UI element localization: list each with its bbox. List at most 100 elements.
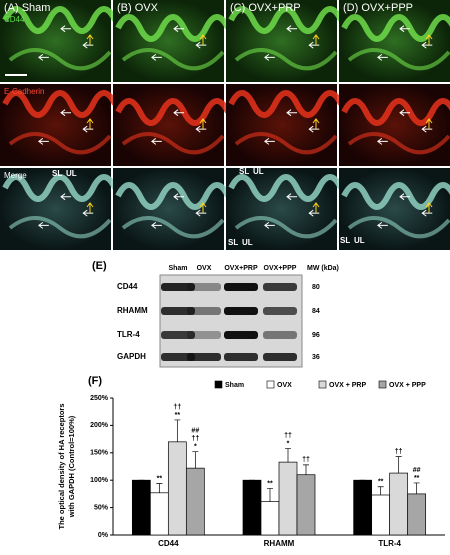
tissue: [2, 6, 118, 34]
mw-label: 84: [312, 308, 320, 315]
error-bar: [303, 464, 309, 475]
arrow: [286, 193, 298, 201]
tissue: [347, 216, 450, 239]
arrow: [82, 125, 94, 133]
arrow: [86, 118, 94, 129]
arrow: [199, 202, 207, 213]
row-label: E-Cadherin: [4, 87, 44, 96]
arrow: [199, 34, 207, 45]
arrow: [377, 54, 388, 61]
tissue: [341, 14, 450, 42]
error-bar: [192, 451, 199, 469]
mw-label: 80: [312, 284, 320, 291]
arrow: [60, 25, 72, 33]
bar: [167, 441, 187, 536]
lane-label: Sham: [168, 265, 187, 272]
tissue: [8, 216, 112, 239]
micrograph: [339, 84, 450, 166]
arrow: [82, 41, 94, 49]
y-tick-label: 200%: [90, 422, 109, 429]
lane-label: OVX+PRP: [224, 265, 258, 272]
legend-label: OVX: [277, 382, 292, 389]
micrograph: [339, 0, 450, 82]
significance: ††: [284, 432, 292, 439]
protein-label: RHAMM: [117, 306, 148, 315]
significance: **: [157, 475, 163, 482]
micrograph: [339, 168, 450, 250]
legend-label: OVX + PPP: [389, 382, 426, 389]
bar: [185, 467, 205, 536]
arrow: [151, 138, 162, 145]
bar: [260, 501, 280, 536]
error-bar: [267, 488, 273, 502]
y-axis-label: with GAPDH (Control=100%): [67, 415, 76, 518]
y-tick-label: 0%: [98, 532, 109, 539]
arrow: [38, 222, 49, 229]
arrow: [195, 209, 207, 217]
bar: [131, 479, 151, 536]
layer-label: SL: [52, 169, 62, 178]
micrograph: [113, 84, 224, 166]
arrow: [421, 41, 433, 49]
panel-label: (E): [92, 260, 107, 272]
lane-label: OVX+PPP: [264, 265, 297, 272]
error-bar: [174, 419, 181, 442]
error-bar: [413, 482, 420, 494]
tissue: [341, 182, 450, 210]
micrograph: [113, 168, 224, 250]
y-tick-label: 50%: [94, 504, 109, 511]
y-axis-label: The optical density of HA receptors: [57, 404, 66, 530]
legend-label: OVX + PRP: [329, 382, 366, 389]
mw-label: 96: [312, 332, 320, 339]
legend-label: Sham: [225, 382, 244, 389]
arrow: [38, 54, 49, 61]
arrow: [286, 109, 298, 117]
arrow: [60, 193, 72, 201]
tissue: [234, 132, 338, 155]
tissue: [115, 98, 231, 126]
tissue: [2, 174, 118, 202]
y-tick-label: 250%: [90, 395, 109, 402]
error-bar: [285, 448, 291, 463]
error-bar: [395, 456, 402, 474]
arrow: [312, 34, 320, 45]
band: [263, 331, 297, 339]
row-label: CD44: [4, 15, 25, 24]
arrow: [308, 209, 320, 217]
arrow: [308, 41, 320, 49]
tissue: [228, 174, 344, 202]
arrow: [173, 193, 185, 201]
band: [224, 307, 258, 315]
tissue: [234, 48, 338, 71]
layer-label: SL: [228, 238, 238, 247]
layer-label: UL: [66, 169, 77, 178]
lane-label: OVX: [197, 265, 212, 272]
arrow: [399, 193, 411, 201]
arrow: [151, 54, 162, 61]
significance: ††: [173, 404, 181, 411]
arrow: [399, 25, 411, 33]
significance: ††: [302, 457, 310, 464]
band: [187, 307, 221, 315]
significance: ##: [191, 428, 199, 435]
band: [263, 307, 297, 315]
significance: **: [175, 412, 181, 419]
arrow: [60, 109, 72, 117]
tissue: [228, 90, 344, 118]
tissue: [121, 216, 225, 239]
band: [224, 353, 258, 361]
bar: [278, 461, 298, 536]
error-bar: [156, 483, 163, 493]
tissue: [234, 216, 338, 239]
x-tick-label: RHAMM: [264, 539, 295, 548]
bar: [389, 472, 409, 536]
arrow: [377, 138, 388, 145]
band: [224, 283, 258, 291]
micrograph: [113, 0, 224, 82]
arrow: [399, 109, 411, 117]
layer-label: SL: [239, 167, 249, 176]
arrow: [264, 54, 275, 61]
band: [161, 331, 195, 339]
arrow: [173, 25, 185, 33]
